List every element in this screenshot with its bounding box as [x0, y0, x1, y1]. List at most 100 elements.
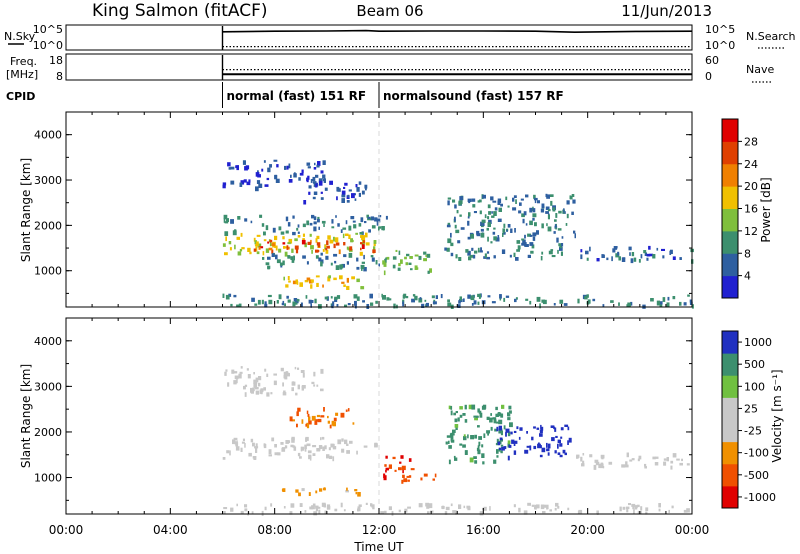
echo-cell [255, 246, 258, 252]
echo-cell [316, 448, 321, 452]
echo-cell [381, 226, 385, 231]
echo-cell [490, 426, 493, 431]
echo-cell [560, 436, 563, 439]
echo-cell [330, 262, 333, 266]
echo-cell [557, 439, 561, 444]
echo-cell [509, 254, 512, 258]
echo-cell [533, 445, 537, 450]
echo-cell [503, 223, 506, 228]
echo-cell [423, 251, 427, 255]
echo-cell [541, 223, 544, 229]
echo-cell [430, 510, 434, 513]
echo-cell [278, 226, 282, 231]
echo-cell [554, 450, 557, 454]
echo-cell [332, 446, 337, 450]
echo-cell [285, 284, 289, 288]
echo-cell [529, 220, 533, 226]
echo-cell [263, 387, 266, 391]
echo-cell [359, 232, 363, 235]
echo-cell [547, 214, 550, 220]
echo-cell [318, 445, 323, 449]
echo-cell [513, 450, 517, 455]
echo-cell [252, 442, 255, 447]
echo-cell [225, 294, 230, 300]
echo-cell [486, 416, 490, 420]
date-title: 11/Jun/2013 [621, 2, 712, 20]
echo-cell [507, 431, 511, 437]
echo-cell [291, 419, 295, 422]
echo-cell [681, 458, 683, 462]
echo-cell [458, 257, 462, 261]
echo-cell [297, 224, 300, 228]
echo-cell [314, 298, 317, 304]
echo-cell [346, 450, 350, 454]
echo-cell [363, 267, 367, 272]
echo-cell [318, 304, 322, 309]
echo-cell [360, 286, 365, 290]
velocity-colorbar-swatch [722, 331, 738, 354]
echo-cell [454, 204, 457, 209]
echo-cell [559, 443, 563, 447]
echo-cell [236, 304, 240, 307]
echo-cell [500, 430, 503, 436]
echo-cell [405, 296, 409, 299]
echo-cell [418, 298, 423, 303]
freq-tick-bottom: 8 [56, 70, 63, 83]
echo-cell [448, 445, 452, 449]
echo-cell [554, 427, 557, 432]
time-tick-label: 00:00 [49, 523, 84, 537]
echo-cell [462, 413, 466, 416]
echo-cell [237, 216, 241, 220]
echo-cell [670, 465, 673, 470]
echo-cell [526, 431, 528, 434]
echo-cell [361, 261, 365, 264]
echo-cell [322, 174, 326, 179]
velocity-colorbar-label: 25 [744, 402, 758, 415]
echo-cell [328, 447, 331, 451]
echo-cell [470, 295, 475, 301]
echo-cell [481, 444, 484, 448]
echo-cell [319, 488, 323, 492]
echo-cell [320, 388, 324, 392]
echo-cell [671, 505, 674, 509]
echo-cell [676, 458, 680, 461]
echo-cell [487, 222, 491, 227]
echo-cell [356, 257, 359, 262]
echo-cell [563, 208, 565, 213]
echo-cell [546, 194, 550, 199]
echo-cell [656, 300, 661, 306]
echo-cell [288, 163, 291, 169]
echo-cell [567, 426, 570, 431]
echo-cell [533, 426, 536, 429]
y-tick-label: 1000 [34, 265, 62, 278]
echo-cell [598, 463, 602, 469]
freq-tick-top: 18 [49, 54, 63, 67]
echo-cell [498, 412, 501, 415]
echo-cell [631, 458, 635, 461]
echo-cell [600, 463, 604, 469]
echo-cell [463, 434, 466, 437]
echo-cell [287, 440, 291, 444]
echo-cell [400, 259, 403, 264]
echo-cell [467, 198, 472, 202]
echo-cell [235, 446, 240, 451]
nsearch-label: N.Search [746, 30, 796, 43]
echo-cell [324, 187, 328, 191]
echo-cell [357, 506, 361, 512]
echo-cell [610, 300, 614, 303]
echo-cell [621, 464, 626, 468]
echo-cell [227, 162, 231, 167]
echo-cell [508, 444, 512, 448]
echo-cell [341, 198, 345, 203]
echo-cell [629, 459, 633, 462]
echo-cell [453, 412, 456, 416]
echo-cell [425, 254, 427, 257]
echo-cell [521, 238, 525, 241]
echo-cell [512, 207, 517, 211]
echo-cell [468, 256, 472, 261]
echo-cell [486, 430, 490, 434]
echo-cell [454, 418, 458, 423]
echo-cell [521, 213, 525, 218]
echo-cell [497, 441, 501, 446]
echo-cell [351, 276, 355, 280]
